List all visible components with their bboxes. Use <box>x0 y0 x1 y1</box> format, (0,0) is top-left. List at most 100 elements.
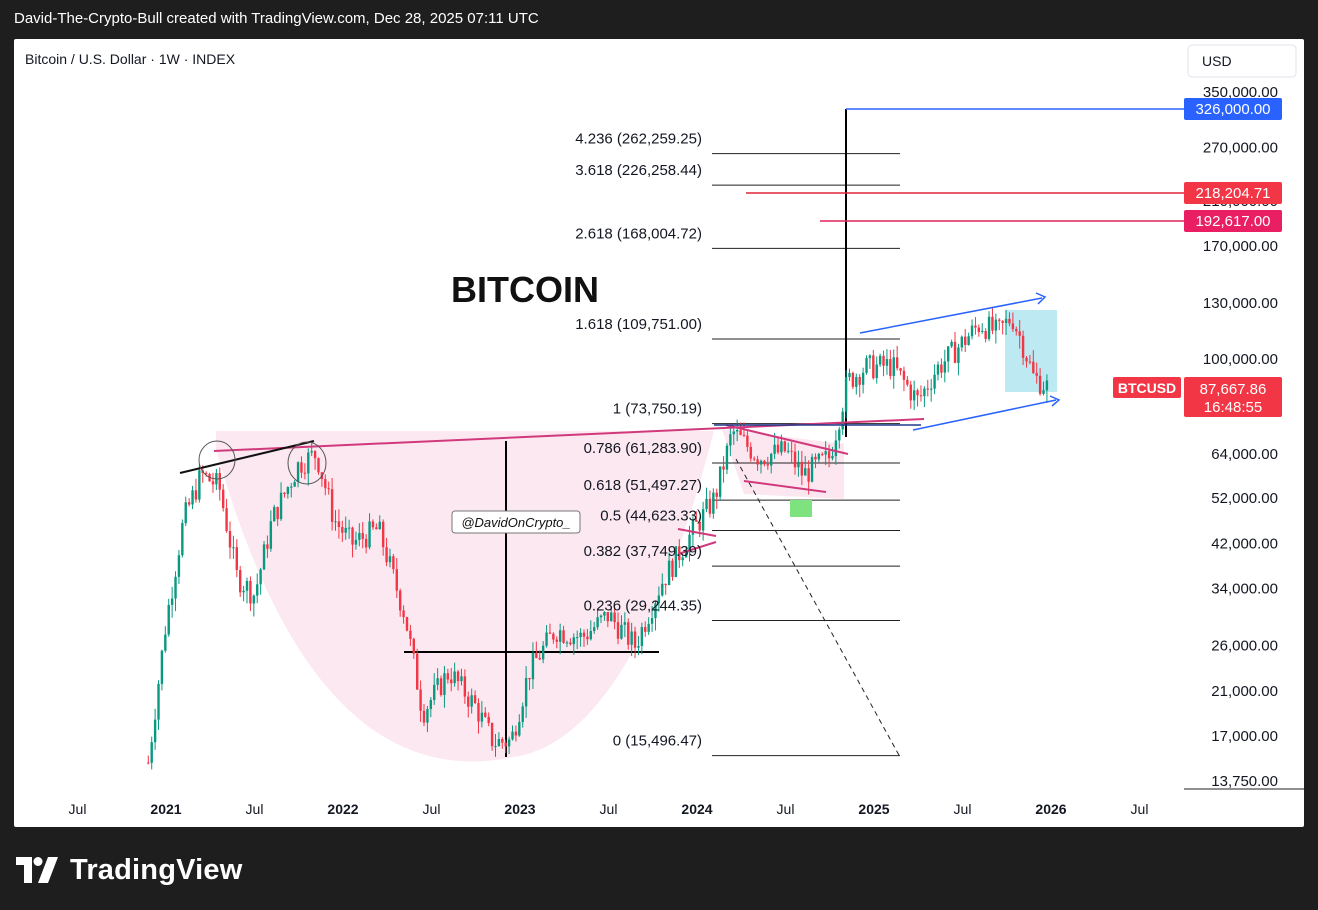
candle-body <box>317 458 320 473</box>
candle-body <box>906 379 909 385</box>
candle-body <box>889 359 892 376</box>
candle-body <box>256 584 259 596</box>
green-highlight-box <box>790 500 812 517</box>
candle-body <box>708 498 712 514</box>
candle-body <box>664 583 667 586</box>
candle-body <box>511 731 514 740</box>
time-axis[interactable]: Jul 2021 Jul 2022 Jul 2023 Jul 2024 Jul 2025 Jul 20… <box>69 801 1149 817</box>
candle-body <box>548 632 552 634</box>
currency-button[interactable]: USD <box>1187 44 1297 78</box>
candle-body <box>579 632 582 638</box>
price-tags: 326,000.00 218,204.71 192,617.00 <box>1184 98 1282 232</box>
candle-body <box>616 622 620 639</box>
tradingview-logo[interactable]: TradingView <box>16 850 243 890</box>
candle-body <box>422 710 426 723</box>
candle-body <box>770 453 773 466</box>
currency-button-label: USD <box>1202 53 1232 69</box>
candle-body <box>555 639 558 642</box>
candle-body <box>725 445 729 470</box>
candle-body <box>327 488 330 490</box>
candle-body <box>381 521 385 548</box>
candle-body <box>436 678 439 685</box>
candle-body <box>695 520 698 522</box>
candle-body <box>545 632 548 646</box>
candle-body <box>606 612 610 622</box>
candle-body <box>409 630 412 639</box>
candle-body <box>552 633 555 640</box>
chart-caption-bar: David-The-Crypto-Bull created with Tradi… <box>0 0 1318 38</box>
candle-body <box>395 569 398 591</box>
candle-body <box>674 546 678 577</box>
candle-body <box>705 498 708 510</box>
candle-body <box>296 462 300 483</box>
candle-body <box>490 723 494 747</box>
candle-body <box>848 373 851 378</box>
candle-body <box>926 388 929 390</box>
candle-body <box>187 502 191 505</box>
candle-body <box>807 468 810 482</box>
circle-top-1 <box>198 440 236 480</box>
time-axis-label: Jul <box>246 801 264 817</box>
candle-body <box>964 336 967 345</box>
candle-body <box>497 738 501 747</box>
fib-level-label: 0.382 (37,749.39) <box>584 543 702 560</box>
candle-body <box>252 595 256 604</box>
pennant-top-line <box>677 528 717 537</box>
candle-body <box>1045 380 1049 391</box>
candle-body <box>763 460 766 465</box>
cup-pattern-fill <box>216 431 714 762</box>
candle-body <box>790 450 793 452</box>
candle-body <box>293 482 296 487</box>
candle-body <box>1025 357 1028 362</box>
circle-top-2 <box>287 441 327 485</box>
fib-level-label: 0 (15,496.47) <box>613 733 702 750</box>
price-tag-label: 326,000.00 <box>1195 101 1270 118</box>
candle-body <box>684 552 688 558</box>
candle-body <box>1008 318 1011 324</box>
candle-body <box>875 364 878 379</box>
tradingview-logo-icon <box>16 857 58 883</box>
candle-body <box>715 492 718 497</box>
price-axis-label: 64,000.00 <box>1211 446 1278 463</box>
candle-body <box>851 373 855 387</box>
big-title: BITCOIN <box>451 269 599 310</box>
candle-body <box>902 370 906 380</box>
price-chart[interactable]: BITCOIN @DavidOnCrypto_ 4.236 (262,259.2… <box>14 39 1304 827</box>
candle-body <box>1042 390 1045 394</box>
price-axis[interactable]: 350,000.00270,000.00210,000.00170,000.00… <box>1203 84 1278 790</box>
candle-body <box>783 441 787 452</box>
candle-body <box>501 738 504 743</box>
candle-body <box>375 527 378 530</box>
candle-body <box>701 509 705 531</box>
candle-body <box>899 368 902 371</box>
fib-level-label: 1.618 (109,751.00) <box>575 316 702 333</box>
chart-panel[interactable]: BITCOIN @DavidOnCrypto_ 4.236 (262,259.2… <box>14 39 1304 827</box>
candle-body <box>232 547 235 549</box>
candle-body <box>177 555 181 577</box>
candle-body <box>572 637 575 645</box>
candle-body <box>364 538 368 548</box>
candle-body <box>817 453 821 460</box>
candle-body <box>1015 329 1018 332</box>
candle-body <box>865 358 868 373</box>
candle-body <box>164 634 167 651</box>
candle-body <box>1028 361 1032 363</box>
chart-caption: David-The-Crypto-Bull created with Tradi… <box>14 10 539 27</box>
time-axis-label: 2024 <box>681 801 712 817</box>
candle-body <box>667 560 671 586</box>
candle-body <box>416 653 419 690</box>
price-tag-box <box>1184 98 1282 120</box>
candle-body <box>562 630 565 643</box>
candle-body <box>773 444 776 454</box>
candle-body <box>804 468 807 476</box>
candle-body <box>429 699 433 709</box>
candle-body <box>912 390 916 401</box>
candle-body <box>967 336 970 345</box>
candle-body <box>245 580 249 591</box>
candle-body <box>895 357 899 369</box>
candle-body <box>456 671 460 682</box>
candle-body <box>528 677 531 680</box>
candle-body <box>593 627 596 632</box>
candle-body <box>157 683 160 720</box>
candle-body <box>841 411 844 430</box>
